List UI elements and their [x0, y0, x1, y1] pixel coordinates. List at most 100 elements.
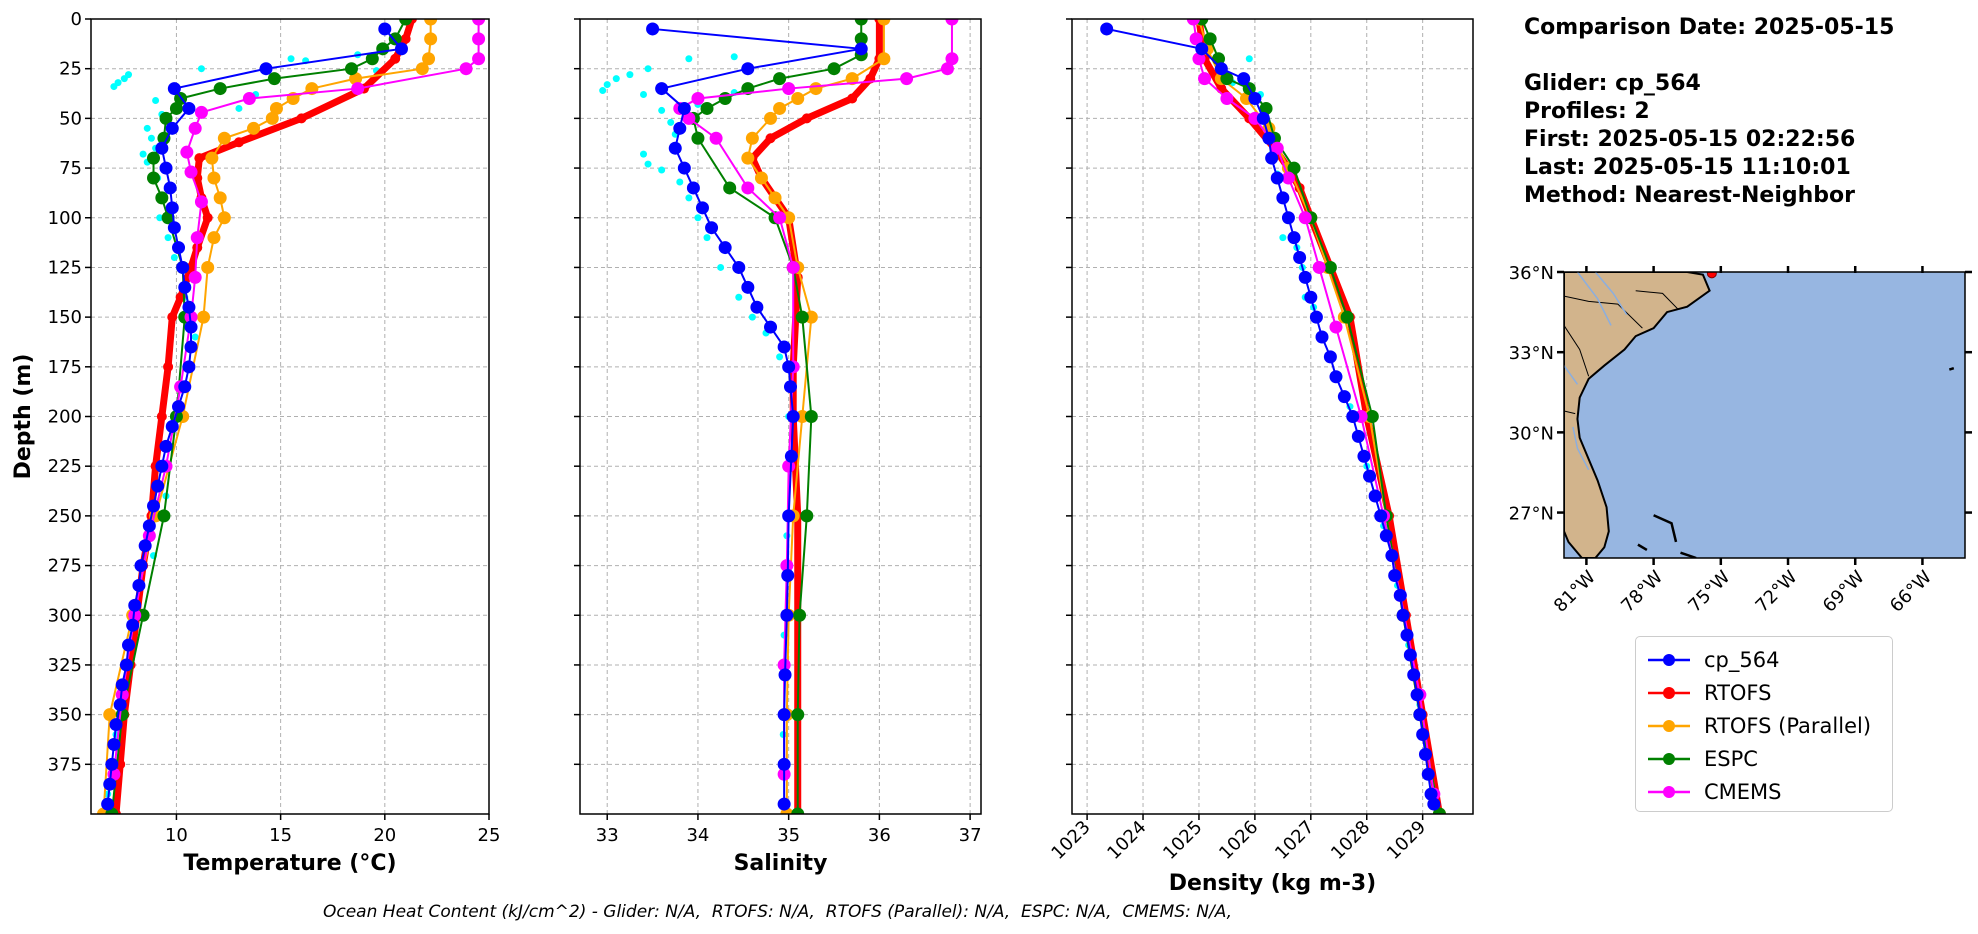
land: [1564, 272, 1711, 558]
series-point: [115, 688, 129, 702]
series-point: [1198, 72, 1212, 86]
series-point: [399, 19, 413, 26]
series-point: [780, 559, 794, 573]
info-block: Comparison Date: 2025-05-15 Glider: cp_5…: [1524, 14, 1894, 210]
series-point: [877, 52, 891, 66]
glider-profile-point: [703, 234, 711, 242]
series-point: [142, 519, 156, 533]
series-point: [344, 62, 358, 76]
series-point: [267, 72, 281, 86]
y-axis-label: Depth (m): [11, 354, 36, 480]
series-point: [205, 151, 219, 165]
series-point: [1298, 211, 1312, 225]
series-point: [754, 171, 768, 185]
series-point: [686, 181, 700, 195]
series-point: [163, 181, 177, 195]
glider-profile-point: [644, 160, 652, 168]
series-point: [691, 92, 705, 105]
river: [1576, 272, 1612, 326]
ohc-footer: Ocean Heat Content (kJ/cm^2) - Glider: N…: [323, 902, 1233, 922]
panel-1: 10 15 20 2502550751001251501752002252502753…: [11, 9, 500, 876]
series-point: [1413, 708, 1427, 722]
series-point: [155, 191, 169, 205]
series-point: [1368, 489, 1382, 503]
series-point: [365, 52, 379, 66]
series-point: [780, 608, 794, 622]
series-point: [388, 32, 402, 46]
series-point: [242, 92, 256, 105]
series-point: [156, 411, 167, 422]
state-border: [1635, 290, 1679, 310]
y-tick-label: 75: [59, 158, 82, 179]
series-line-cp_564: [652, 27, 863, 805]
series-point: [1287, 161, 1301, 175]
series-point: [718, 92, 732, 105]
series-point: [134, 559, 148, 573]
map: 81°W 78°W 75°W 72°W 69°W 66°W 36°N 33°N 30°N 27°N: [1509, 263, 1972, 617]
glider-profile-point: [603, 81, 611, 89]
glider-profile-point: [748, 313, 756, 321]
profile-count: Profiles: 2: [1524, 99, 1650, 124]
lon-tick-label: 66°W: [1886, 567, 1936, 617]
x-tick-label: 35: [777, 825, 800, 846]
y-tick-label: 225: [48, 456, 82, 477]
series-point: [182, 360, 196, 374]
glider-profile-point: [730, 53, 738, 61]
series-point: [105, 757, 119, 771]
x-tick-label: 1028: [1327, 817, 1374, 864]
series-point: [1259, 101, 1273, 115]
series-point: [194, 195, 208, 209]
series-point: [1421, 767, 1435, 781]
series-point: [128, 598, 142, 612]
series-point: [472, 19, 486, 26]
series-point: [161, 211, 175, 225]
legend-marker-icon: [1648, 653, 1690, 666]
glider-profile-point: [235, 104, 243, 112]
series-point: [157, 131, 171, 145]
series-point: [750, 300, 764, 314]
series-point: [165, 201, 179, 215]
series-point: [1265, 151, 1279, 165]
series-point: [764, 320, 778, 334]
series-point: [190, 231, 204, 245]
glider-profile-point: [694, 214, 702, 222]
series-point: [782, 509, 796, 523]
series-point: [213, 82, 227, 96]
series-point: [472, 32, 486, 46]
series-point: [801, 113, 812, 124]
series-point: [1337, 390, 1351, 404]
glider-profile-point: [120, 75, 128, 83]
series-point: [233, 137, 244, 148]
series-point: [390, 53, 401, 64]
series-point: [1424, 787, 1438, 801]
series-point: [1262, 131, 1276, 145]
axes-frame: [1071, 18, 1474, 815]
glider-profile-point: [658, 166, 666, 174]
series-point: [854, 32, 868, 46]
series-point: [778, 668, 792, 682]
legend-label: RTOFS (Parallel): [1704, 713, 1872, 738]
glider-profile-point: [735, 293, 743, 301]
legend: cp_564 RTOFS RTOFS (Parallel) ESPC CMEMS: [1635, 636, 1893, 812]
glider-profile-point: [139, 150, 147, 158]
series-point: [103, 777, 117, 791]
x-tick-label: 34: [686, 825, 709, 846]
glider-profile-point: [143, 124, 151, 132]
series-point: [1186, 19, 1200, 26]
series-point: [854, 42, 868, 56]
series-point: [1276, 191, 1290, 205]
series-point: [194, 105, 208, 119]
y-tick-label: 275: [48, 556, 82, 577]
series-point: [1189, 32, 1203, 46]
series-point: [182, 101, 196, 115]
series-point: [1256, 111, 1270, 125]
series-point: [773, 211, 787, 225]
series-point: [1323, 260, 1337, 274]
series-point: [677, 161, 691, 175]
map-content: [1564, 272, 1955, 558]
x-tick-label: 1027: [1271, 817, 1318, 864]
legend-item: RTOFS (Parallel): [1646, 709, 1892, 742]
glider-profile-point: [644, 65, 652, 73]
series-point: [103, 708, 117, 722]
state-border: [1564, 295, 1643, 329]
